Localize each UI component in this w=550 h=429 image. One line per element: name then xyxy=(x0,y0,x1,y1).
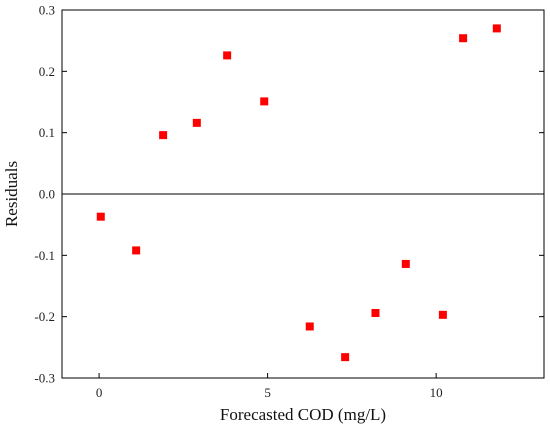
y-axis-ticks: -0.3 -0.2 -0.1 0.0 0.1 0.2 0.3 xyxy=(34,3,544,386)
y-tick-label: 0.3 xyxy=(39,3,55,18)
y-tick-label: 0.2 xyxy=(39,64,55,79)
x-axis-ticks: 0 5 10 xyxy=(96,373,443,400)
x-tick-label: 5 xyxy=(264,385,271,400)
data-point xyxy=(371,308,380,317)
data-point xyxy=(159,131,168,140)
data-point xyxy=(341,353,350,362)
data-point xyxy=(223,51,232,60)
y-axis-label: Residuals xyxy=(2,161,21,227)
y-tick-label: -0.1 xyxy=(34,248,55,263)
data-point xyxy=(132,246,141,255)
y-tick-label: 0.0 xyxy=(39,187,55,202)
data-point xyxy=(492,24,501,33)
x-tick-label: 0 xyxy=(96,385,103,400)
data-point xyxy=(438,310,447,319)
data-point xyxy=(401,259,410,268)
data-point xyxy=(96,212,105,221)
y-tick-label: -0.3 xyxy=(34,371,55,386)
x-tick-label: 10 xyxy=(430,385,443,400)
data-point xyxy=(305,322,314,331)
y-tick-label: -0.2 xyxy=(34,309,55,324)
data-points xyxy=(96,24,501,362)
data-point xyxy=(459,34,468,43)
data-point xyxy=(192,118,201,127)
x-axis-label: Forecasted COD (mg/L) xyxy=(220,405,386,424)
data-point xyxy=(260,97,269,106)
y-tick-label: 0.1 xyxy=(39,125,55,140)
